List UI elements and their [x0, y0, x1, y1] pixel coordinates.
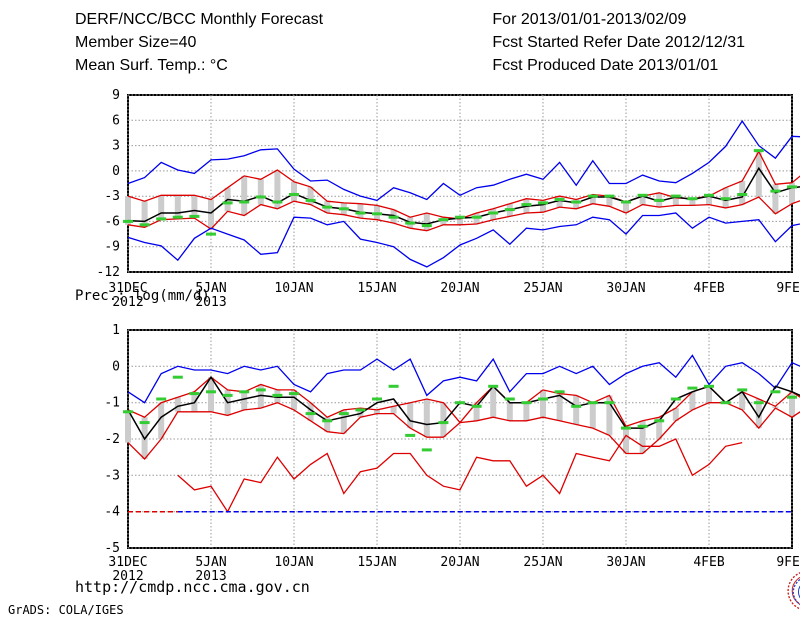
svg-text:10JAN: 10JAN [274, 555, 313, 570]
svg-text:0: 0 [112, 164, 120, 179]
top-iqr-bar [258, 179, 264, 204]
svg-text:-3: -3 [104, 468, 120, 483]
bottom-iqr-bar [208, 377, 214, 412]
bottom-iqr-bar [523, 403, 529, 421]
ncc-logo-icon[interactable]: NCC [785, 568, 800, 620]
svg-text:9FEB: 9FEB [776, 281, 800, 296]
svg-text:-6: -6 [104, 214, 120, 229]
main-svg: 9 6 3 0 -3 -6 -9 -12 31DEC 2012 [0, 0, 800, 618]
top-iqr-bar [208, 200, 214, 230]
bottom-iqr-bar [557, 394, 563, 421]
svg-text:6: 6 [112, 113, 120, 128]
top-iqr-bar [191, 195, 197, 218]
top-iqr-bar [357, 204, 363, 218]
top-iqr-bar [175, 195, 181, 219]
svg-text:31DEC: 31DEC [108, 281, 147, 296]
svg-text:2012: 2012 [112, 295, 143, 310]
bottom-iqr-bar [407, 403, 413, 428]
svg-text:4FEB: 4FEB [693, 281, 724, 296]
svg-text:3: 3 [112, 139, 120, 154]
svg-text:4FEB: 4FEB [693, 555, 724, 570]
svg-text:30JAN: 30JAN [606, 281, 645, 296]
svg-text:20JAN: 20JAN [440, 555, 479, 570]
svg-text:2013: 2013 [195, 295, 226, 310]
bottom-iqr-bar [424, 399, 430, 437]
top-iqr-bar [424, 213, 430, 231]
footer-url[interactable]: http://cmdp.ncc.cma.gov.cn [75, 578, 310, 596]
svg-text:-12: -12 [97, 265, 120, 280]
bottom-iqr-bar [573, 395, 579, 424]
bottom-iqr-bar [623, 426, 629, 453]
top-iqr-bar [457, 219, 463, 225]
top-iqr-bar [291, 182, 297, 201]
bottom-iqr-bar [590, 403, 596, 428]
chart-container: DERF/NCC/BCC Monthly Forecast Member Siz… [0, 0, 800, 618]
svg-text:5JAN: 5JAN [195, 555, 226, 570]
svg-text:31DEC: 31DEC [108, 555, 147, 570]
bottom-chart-group: 1 0 -1 -2 -3 -4 -5 31DEC 2012 5JAN 2013 [104, 323, 800, 584]
svg-text:5JAN: 5JAN [195, 281, 226, 296]
svg-text:-2: -2 [104, 432, 120, 447]
bottom-chart-yticks: 1 0 -1 -2 -3 -4 -5 [104, 323, 120, 556]
svg-text:0: 0 [112, 359, 120, 374]
svg-text:1: 1 [112, 323, 120, 338]
svg-text:10JAN: 10JAN [274, 281, 313, 296]
svg-text:-5: -5 [104, 541, 120, 556]
top-iqr-bar [241, 176, 247, 216]
svg-text:15JAN: 15JAN [357, 281, 396, 296]
top-chart-group: 9 6 3 0 -3 -6 -9 -12 31DEC 2012 [97, 88, 800, 310]
bottom-iqr-bar [507, 403, 513, 421]
svg-text:15JAN: 15JAN [357, 555, 396, 570]
top-iqr-bar [756, 152, 762, 198]
svg-text:30JAN: 30JAN [606, 555, 645, 570]
svg-text:20JAN: 20JAN [440, 281, 479, 296]
svg-text:25JAN: 25JAN [523, 555, 562, 570]
bottom-iqr-bar [540, 390, 546, 417]
svg-text:-4: -4 [104, 505, 120, 520]
bottom-iqr-bar [241, 392, 247, 410]
top-chart-xticks: 31DEC 2012 5JAN 2013 10JAN 15JAN 20JAN 2… [108, 281, 800, 310]
svg-text:9: 9 [112, 88, 120, 103]
footer-grads-label: GrADS: COLA/IGES [8, 603, 124, 617]
bottom-iqr-bar [789, 392, 795, 417]
top-iqr-bars [125, 152, 800, 231]
svg-text:25JAN: 25JAN [523, 281, 562, 296]
bottom-iqr-bar [175, 397, 181, 412]
top-iqr-bar [158, 195, 164, 219]
bottom-iqr-bar [490, 386, 496, 417]
top-chart-yticks: 9 6 3 0 -3 -6 -9 -12 [97, 88, 120, 280]
svg-text:-3: -3 [104, 189, 120, 204]
svg-text:-9: -9 [104, 240, 120, 255]
svg-text:-1: -1 [104, 396, 120, 411]
top-iqr-bar [673, 198, 679, 206]
